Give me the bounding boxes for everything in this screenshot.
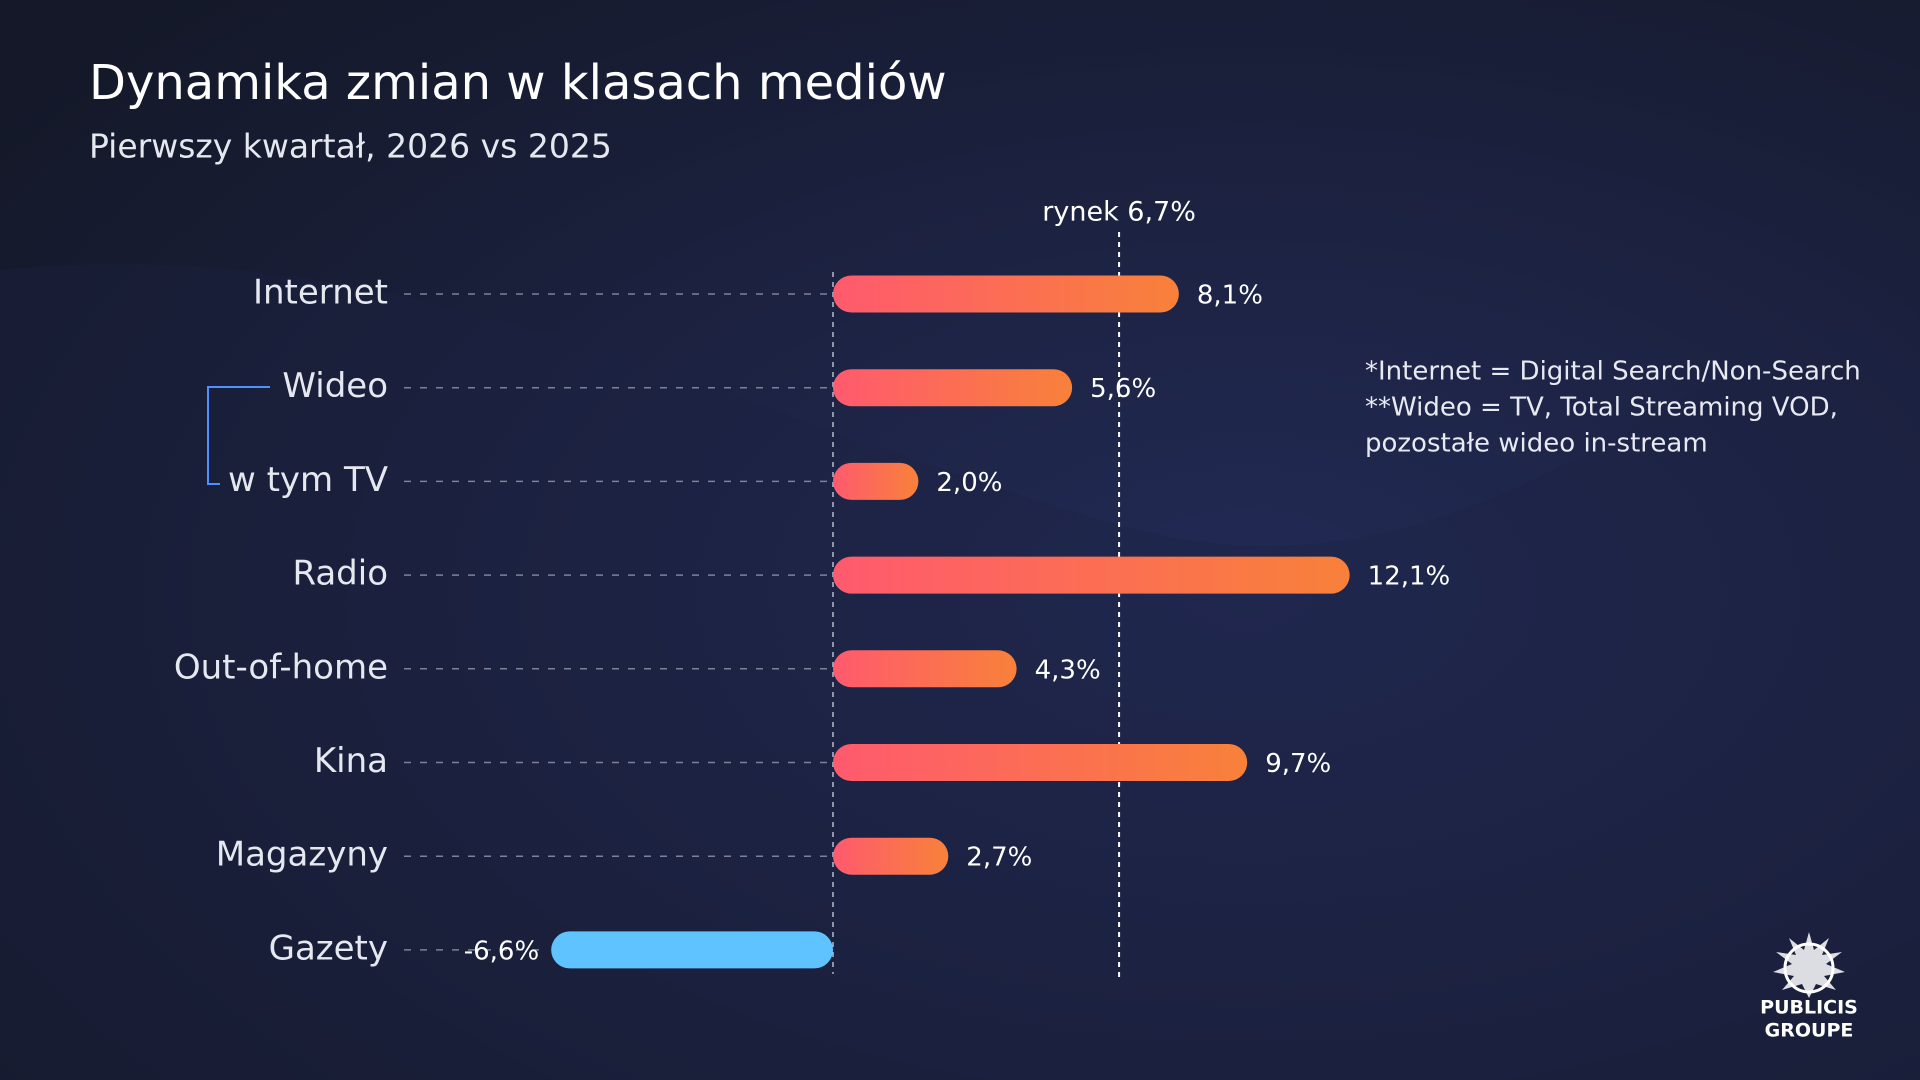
category-label: Internet xyxy=(253,273,388,313)
value-label: 2,0% xyxy=(936,468,1002,498)
category-label: Magazyny xyxy=(216,835,388,875)
bar xyxy=(833,462,919,500)
chart-subtitle: Pierwszy kwartał, 2026 vs 2025 xyxy=(89,127,612,166)
bar xyxy=(551,931,833,969)
value-label: 5,6% xyxy=(1090,374,1156,404)
category-label: Out-of-home xyxy=(174,647,388,687)
reference-label: rynek 6,7% xyxy=(1042,197,1196,228)
chart-title: Dynamika zmian w klasach mediów xyxy=(89,55,947,111)
logo-text: PUBLICIS xyxy=(1760,997,1858,1019)
value-label: 4,3% xyxy=(1035,655,1101,685)
category-label: Wideo xyxy=(282,366,388,406)
category-label: Kina xyxy=(314,741,388,781)
bar xyxy=(833,275,1179,313)
value-label: 2,7% xyxy=(966,843,1032,873)
logo: PUBLICIS GROUPE xyxy=(1760,932,1858,1042)
bar xyxy=(833,744,1248,781)
value-label: 8,1% xyxy=(1197,281,1263,311)
bar xyxy=(833,650,1017,688)
value-label: 9,7% xyxy=(1265,749,1331,779)
group-bracket xyxy=(207,386,270,485)
value-label: 12,1% xyxy=(1368,562,1451,592)
category-label: Gazety xyxy=(269,928,388,968)
bar xyxy=(833,556,1350,594)
bar xyxy=(833,837,949,875)
bar xyxy=(833,369,1073,407)
category-label: w tym TV xyxy=(228,460,388,500)
note: pozostałe wideo in-stream xyxy=(1365,429,1708,459)
logo-rays xyxy=(1773,932,1845,998)
note: *Internet = Digital Search/Non-Search xyxy=(1365,357,1861,387)
logo-text: GROUPE xyxy=(1765,1020,1854,1042)
note: **Wideo = TV, Total Streaming VOD, xyxy=(1365,393,1838,423)
category-label: Radio xyxy=(292,554,388,594)
value-label: -6,6% xyxy=(464,936,539,966)
